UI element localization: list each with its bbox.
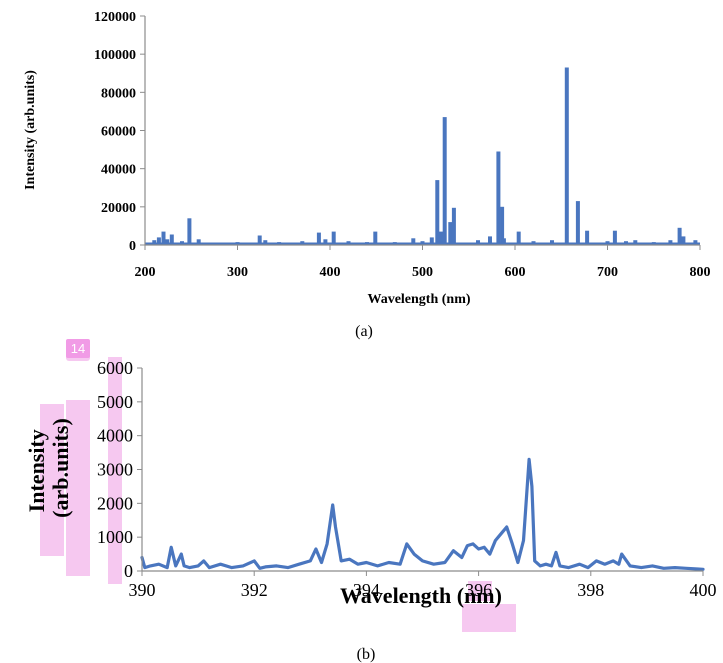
tick-marks-a	[140, 15, 701, 250]
annotation-badge-text: 14	[71, 341, 85, 356]
x-tick-label: 800	[690, 265, 711, 280]
bar	[156, 237, 161, 245]
x-axis-title-b: Wavelength (nm)	[340, 583, 502, 608]
x-tick-label: 400	[690, 580, 717, 600]
y-tick-label: 60000	[101, 125, 136, 140]
bar	[585, 230, 590, 245]
x-tick-labels-a: 200 300 400 500 600 700 800	[135, 265, 711, 280]
y-axis-title-b: Intensity (arb.units)	[24, 418, 73, 518]
x-tick-label: 600	[505, 265, 526, 280]
bar	[500, 206, 505, 245]
highlight-y-ticks	[108, 357, 122, 584]
highlight-arb-units	[66, 400, 90, 576]
y-tick-labels-a: 0 20000 40000 60000 80000 100000 120000	[94, 10, 136, 254]
y-tick-label: 120000	[94, 10, 136, 25]
x-tick-label: 392	[241, 580, 268, 600]
spectrum-chart-a: 0 20000 40000 60000 80000 100000 120000 200 300…	[23, 10, 711, 340]
spectrum-a-bars	[145, 67, 700, 245]
x-tick-label: 300	[227, 265, 248, 280]
bar	[435, 180, 440, 245]
baseline-noise	[145, 242, 700, 245]
x-tick-label: 700	[597, 265, 618, 280]
highlight-intensity	[40, 404, 64, 556]
bar	[161, 231, 166, 245]
y-tick-label: 5000	[97, 392, 133, 412]
bar	[165, 239, 170, 245]
bar	[169, 234, 174, 245]
bar	[516, 231, 521, 245]
y-axis-title-a: Intensity (arb.units)	[23, 70, 38, 190]
spectrum-b-line	[140, 457, 705, 571]
bar	[451, 207, 456, 245]
y-tick-label: 4000	[97, 426, 133, 446]
bar	[411, 238, 416, 245]
bar	[448, 222, 453, 245]
bar	[257, 235, 262, 245]
tick-marks-b	[137, 367, 704, 576]
x-tick-label: 200	[135, 265, 156, 280]
bar	[442, 117, 447, 245]
bar	[323, 239, 328, 245]
bar	[677, 227, 682, 245]
bar	[331, 231, 336, 245]
y-tick-label: 3000	[97, 460, 133, 480]
y-tick-label: 100000	[94, 48, 136, 63]
x-tick-labels-b: 390 392 394 396 398 400	[129, 580, 717, 600]
y-tick-label: 2000	[97, 493, 133, 513]
y-tick-labels-b: 0 1000 2000 3000 4000 5000 6000	[97, 358, 133, 581]
bar	[373, 231, 378, 245]
y-tick-label: 20000	[101, 201, 136, 216]
y-tick-label: 6000	[97, 358, 133, 378]
y-tick-label: 0	[124, 561, 133, 581]
x-tick-label: 394	[353, 580, 380, 600]
bar	[496, 151, 501, 245]
x-tick-label: 396	[465, 580, 492, 600]
bar	[316, 232, 321, 245]
bar	[501, 238, 506, 245]
bar	[564, 67, 569, 245]
highlight-nm	[462, 604, 516, 632]
y-tick-label: 40000	[101, 163, 136, 178]
bar	[439, 231, 443, 245]
x-axis-title-a: Wavelength (nm)	[367, 292, 470, 307]
y-tick-label: 1000	[97, 527, 133, 547]
bar	[187, 218, 192, 245]
caption-b: (b)	[357, 646, 376, 663]
y-tick-label: 0	[129, 239, 136, 254]
bar	[429, 237, 434, 245]
x-tick-label: 390	[129, 580, 156, 600]
x-tick-label: 398	[577, 580, 604, 600]
y-tick-label: 80000	[101, 86, 136, 101]
highlight-tick-396	[468, 581, 492, 601]
x-tick-label: 400	[320, 265, 341, 280]
annotation-badge	[66, 339, 90, 358]
caption-a: (a)	[355, 323, 373, 340]
bar	[575, 201, 580, 245]
bar	[488, 236, 492, 245]
bar	[196, 239, 201, 245]
bar	[612, 230, 617, 245]
bar	[681, 236, 686, 245]
x-tick-label: 500	[412, 265, 433, 280]
